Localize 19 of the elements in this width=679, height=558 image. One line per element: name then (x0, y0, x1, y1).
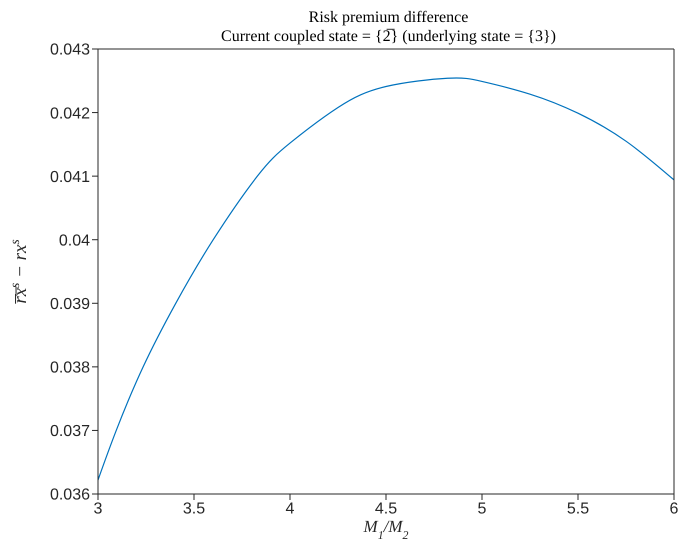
x-axis-title: M$_{1}$/M$_{2}$ (362, 517, 409, 542)
chart-title: Risk premium difference (308, 8, 470, 27)
y-tick-label: 0.039 (50, 296, 90, 313)
y-tick-label: 0.042 (50, 105, 90, 122)
y-tick-label: 0.036 (50, 486, 90, 504)
y-tick-label: 0.037 (50, 423, 90, 440)
y-tick-label: 0.041 (50, 168, 90, 186)
x-tick-label: 5.5 (566, 500, 590, 518)
chart-subtitle: Current coupled state = {2̅} (underlying state = {3}) (220, 27, 557, 46)
line-series (98, 77, 674, 481)
y-tick-label: 0.043 (50, 42, 90, 59)
x-tick-label: 6 (670, 500, 679, 518)
x-tick-label: 5 (478, 500, 487, 518)
x-tick-label: 3 (94, 500, 103, 518)
y-tick-label: 0.038 (50, 360, 90, 377)
y-tick-label: 0.04 (58, 232, 90, 250)
x-tick-label: 3.5 (182, 500, 206, 518)
x-tick-label: 4 (286, 500, 295, 518)
x-tick-label: 4.5 (374, 500, 398, 518)
